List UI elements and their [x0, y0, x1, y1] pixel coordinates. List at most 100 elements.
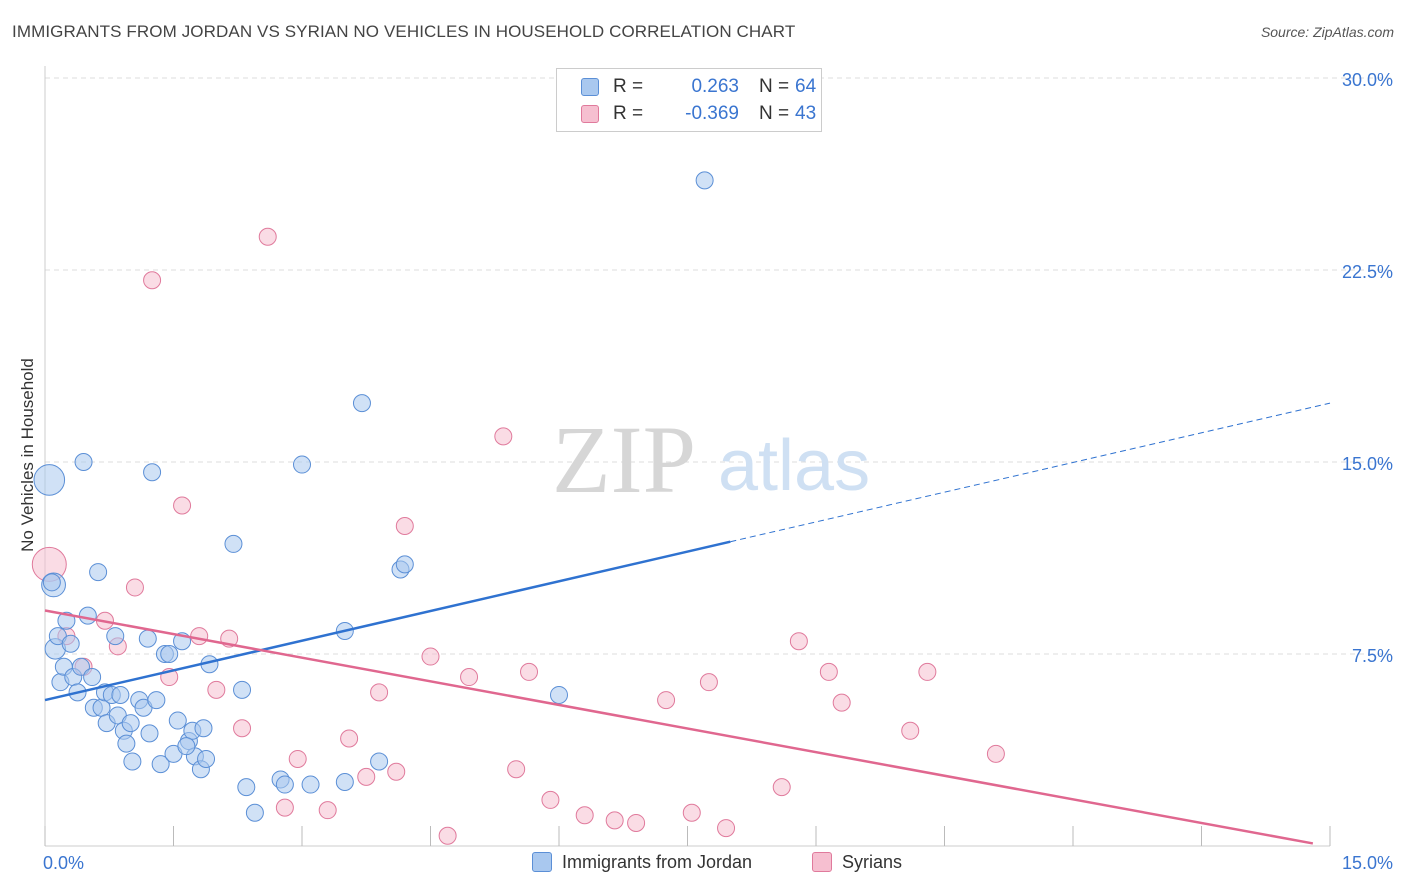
syrians-point: [657, 691, 676, 710]
y-tick-label: 30.0%: [1342, 70, 1393, 90]
syrians-point: [357, 767, 376, 786]
jordan-point: [61, 634, 80, 653]
x-tick-label: 15.0%: [1342, 853, 1393, 873]
jordan-point: [111, 685, 130, 704]
syrians-point: [387, 762, 406, 781]
syrians-point: [438, 826, 457, 845]
legend-jordan-label: Immigrants from Jordan: [562, 852, 753, 872]
jordan-trend-line: [44, 540, 731, 702]
jordan-point: [293, 455, 311, 474]
jordan-r-value: 0.263: [691, 76, 739, 97]
syria-r-label: R =: [613, 103, 644, 124]
jordan-point: [140, 724, 159, 743]
jordan-point: [695, 171, 714, 190]
syrians-point: [494, 427, 513, 446]
watermark-atlas: atlas: [718, 426, 870, 506]
jordan-point: [352, 394, 371, 413]
jordan-point: [89, 563, 108, 582]
syrians-point: [421, 647, 440, 666]
jordan-point: [123, 752, 142, 771]
syrians-point: [819, 662, 838, 681]
jordan-point: [395, 555, 414, 574]
jordan-point: [33, 464, 66, 496]
syria-n-value: 43: [795, 103, 817, 124]
syrians-trend-line: [44, 609, 1314, 845]
jordan-point: [78, 606, 97, 625]
syrians-point: [460, 668, 479, 687]
jordan-point: [233, 680, 252, 699]
jordan-point: [57, 611, 76, 630]
syrians-point: [190, 627, 209, 646]
jordan-point: [121, 714, 140, 733]
syrians-point: [143, 271, 162, 290]
y-tick-label: 22.5%: [1342, 262, 1393, 282]
jordan-point: [275, 775, 294, 794]
jordan-point: [177, 737, 196, 756]
syrians-point: [832, 693, 851, 712]
syrians-point: [340, 729, 359, 748]
syrians-point: [717, 819, 736, 838]
jordan-point: [160, 645, 179, 663]
jordan-point: [370, 752, 389, 771]
legend-syrians-swatch: [812, 852, 832, 872]
syrians-point: [507, 760, 526, 779]
syrians-swatch: [581, 105, 599, 123]
watermark-zip: ZIP: [552, 406, 696, 513]
syrians-point: [627, 813, 646, 832]
axis-layer: [44, 66, 1331, 847]
tick-labels: 7.5% 15.0% 22.5% 30.0% 0.0% 15.0%: [43, 70, 1393, 873]
syrians-point: [986, 744, 1005, 763]
syrians-point: [575, 806, 594, 825]
legend-jordan-swatch: [532, 852, 552, 872]
y-tick-label: 15.0%: [1342, 454, 1393, 474]
jordan-n-label: N =: [759, 76, 790, 97]
jordan-point: [138, 629, 157, 648]
jordan-point: [147, 691, 166, 710]
jordan-point: [194, 719, 213, 738]
syrians-point: [125, 578, 144, 597]
jordan-swatch: [581, 78, 599, 96]
jordan-point: [245, 803, 264, 822]
syrians-point: [288, 749, 307, 768]
jordan-point: [71, 657, 90, 676]
x-tick-label: 0.0%: [43, 853, 84, 873]
y-tick-label: 7.5%: [1352, 646, 1393, 666]
jordan-point: [301, 775, 320, 794]
jordan-r-label: R =: [613, 76, 644, 97]
syrians-point: [918, 662, 937, 681]
trend-lines: [44, 402, 1331, 845]
jordan-point: [74, 453, 93, 471]
syrians-point: [275, 798, 294, 817]
jordan-point: [117, 734, 136, 753]
jordan-point: [151, 755, 170, 774]
syrians-point: [541, 790, 560, 809]
syrians-point: [233, 719, 252, 738]
syrians-point: [173, 496, 192, 515]
syrians-point: [682, 803, 701, 822]
source-credit: Source: ZipAtlas.com: [1260, 24, 1394, 40]
jordan-point: [224, 534, 243, 553]
syrians-point: [207, 680, 226, 699]
syria-n-label: N =: [759, 103, 790, 124]
jordan-point: [335, 773, 354, 791]
y-axis-label: No Vehicles in Household: [18, 358, 37, 552]
jordan-point: [83, 668, 102, 687]
jordan-point: [168, 711, 187, 730]
syrians-point: [772, 778, 791, 797]
syrians-point: [789, 632, 808, 651]
legend-syrians-label: Syrians: [842, 852, 903, 872]
jordan-points: [33, 171, 714, 822]
jordan-point: [106, 627, 125, 646]
jordan-point: [550, 685, 568, 704]
syrians-point: [318, 801, 337, 820]
jordan-point: [237, 778, 256, 797]
jordan-point: [42, 573, 61, 592]
legend-item-syrians[interactable]: Syrians: [812, 852, 902, 876]
legend-item-jordan[interactable]: Immigrants from Jordan: [532, 852, 752, 876]
syrians-point: [370, 683, 389, 702]
jordan-point: [143, 463, 162, 482]
jordan-point: [197, 749, 216, 768]
chart-title: IMMIGRANTS FROM JORDAN VS SYRIAN NO VEHI…: [12, 22, 796, 41]
syrians-point: [605, 811, 624, 830]
